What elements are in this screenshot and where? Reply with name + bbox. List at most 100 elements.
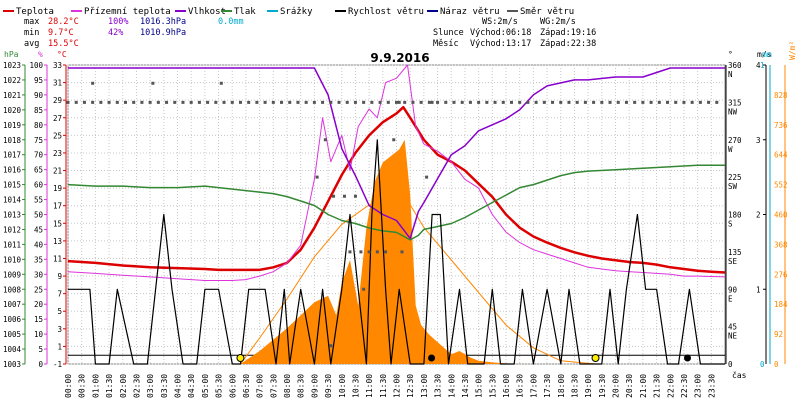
wind-dir-point	[384, 250, 388, 254]
wind-dir-point	[485, 100, 489, 104]
wind-dir-point	[378, 100, 382, 104]
hpa-tick-label: 1010	[3, 255, 22, 264]
x-tick-label: 00:00	[64, 374, 73, 398]
hpa-tick-label: 1005	[3, 330, 21, 339]
wind-dir-point	[353, 100, 357, 104]
stat-value: 100%	[108, 17, 128, 27]
wind-dir-point	[542, 100, 546, 104]
ms-tick-label: 2	[756, 211, 761, 220]
hpa-tick-label: 1020	[3, 106, 22, 115]
series-p-zemn-teplota	[67, 64, 726, 281]
degc-tick-label: 27	[53, 114, 62, 123]
x-tick-label: 11:00	[365, 374, 374, 398]
deg-tick-label: 315	[728, 98, 742, 107]
wind-dir-point	[197, 100, 201, 104]
hpa-tick-label: 1022	[3, 76, 21, 85]
x-tick-label: 19:30	[598, 374, 607, 398]
x-tick-label: 09:00	[310, 374, 319, 398]
wind-dir-point	[288, 100, 292, 104]
x-tick-label: 15:00	[475, 374, 484, 398]
axes: 00:00 00:30 01:00 01:30 02:00 02:30 03:00 03:30…	[3, 41, 797, 398]
solar-area	[240, 139, 596, 365]
mm-tick-label: 0	[760, 360, 765, 369]
legend-label: Přízemní teplota	[84, 7, 171, 17]
wind-dir-point	[526, 100, 530, 104]
wind-dir-point	[91, 81, 95, 85]
hpa-tick-label: 1009	[3, 270, 21, 279]
wind-dir-point	[353, 194, 357, 198]
wind-dir-point	[280, 100, 284, 104]
x-tick-label: 18:00	[557, 374, 566, 398]
wm2-tick-label: 828	[774, 91, 788, 100]
wind-dir-point	[436, 100, 440, 104]
stat-value: 1010.9hPa	[140, 28, 186, 38]
x-tick-label: 04:00	[174, 374, 183, 398]
wind-dir-point	[411, 100, 415, 104]
legend-label: Směr větru	[520, 7, 574, 17]
degc-tick-label: 11	[53, 254, 62, 263]
deg-dir-label: N	[728, 70, 733, 79]
wind-dir-point	[206, 100, 210, 104]
wind-dir-point	[395, 100, 398, 104]
moon-rise: Východ:13:17	[470, 39, 531, 49]
wind-dir-point	[370, 100, 374, 104]
wind-dir-point	[181, 100, 185, 104]
wind-dir-point	[397, 100, 401, 104]
pct-tick-label: 95	[34, 76, 43, 85]
wind-dir-point	[509, 100, 513, 104]
wind-dir-point	[107, 100, 111, 104]
degc-tick-label: -1	[53, 360, 62, 369]
hpa-tick-label: 1015	[3, 181, 21, 190]
x-tick-label: 14:00	[447, 374, 456, 398]
degc-tick-label: 7	[57, 290, 62, 299]
wind-dir-point	[359, 250, 363, 254]
pct-unit: %	[38, 50, 43, 59]
deg-unit: °	[728, 50, 733, 59]
deg-tick-label: 45	[728, 323, 737, 332]
x-tick-label: 12:30	[406, 374, 415, 398]
x-tick-label: 02:00	[119, 374, 128, 398]
wind-dir-point	[583, 100, 587, 104]
pct-tick-label: 30	[34, 270, 44, 279]
wind-dir-point	[400, 250, 404, 254]
wind-dir-point	[501, 100, 505, 104]
hpa-tick-label: 1004	[3, 345, 22, 354]
wind-dir-point	[263, 100, 267, 104]
x-tick-label: 06:30	[242, 374, 251, 398]
wind-dir-point	[430, 100, 434, 104]
x-tick-label: 10:30	[351, 374, 360, 398]
x-tick-label: 09:30	[324, 374, 333, 398]
wind-dir-point	[657, 100, 661, 104]
degc-tick-label: 17	[53, 202, 62, 211]
pct-tick-label: 5	[38, 345, 43, 354]
sun-rise: Východ:06:18	[470, 28, 531, 38]
degc-tick-label: 23	[53, 149, 62, 158]
x-tick-label: 11:30	[379, 374, 388, 398]
degc-tick-label: 13	[53, 237, 62, 246]
ms-unit: m/s	[757, 50, 772, 59]
wind-dir-point	[477, 100, 481, 104]
deg-dir-label: E	[728, 294, 733, 303]
wind-dir-point	[222, 100, 226, 104]
wind-dir-point	[99, 100, 103, 104]
solar-fill	[240, 139, 520, 364]
wind-dir-point	[115, 100, 119, 104]
wind-dir-point	[674, 100, 678, 104]
wind-dir-point	[633, 100, 637, 104]
x-tick-label: 07:30	[269, 374, 278, 398]
deg-tick-label: 225	[728, 173, 742, 182]
wind-dir-point	[214, 100, 218, 104]
sunrise-marker	[236, 354, 245, 362]
hpa-tick-label: 1006	[3, 315, 22, 324]
wind-dir-point	[600, 100, 604, 104]
stat-value: 0.0mm	[218, 17, 244, 27]
hpa-tick-label: 1011	[3, 240, 21, 249]
wind-dir-point	[567, 100, 571, 104]
ms-tick-label: 3	[756, 136, 761, 145]
sun-set: Západ:19:16	[540, 28, 596, 38]
wind-dir-point	[375, 250, 379, 254]
wind-dir-point	[419, 100, 423, 104]
wind-dir-point	[493, 100, 497, 104]
wm2-tick-label: 0	[774, 360, 779, 369]
